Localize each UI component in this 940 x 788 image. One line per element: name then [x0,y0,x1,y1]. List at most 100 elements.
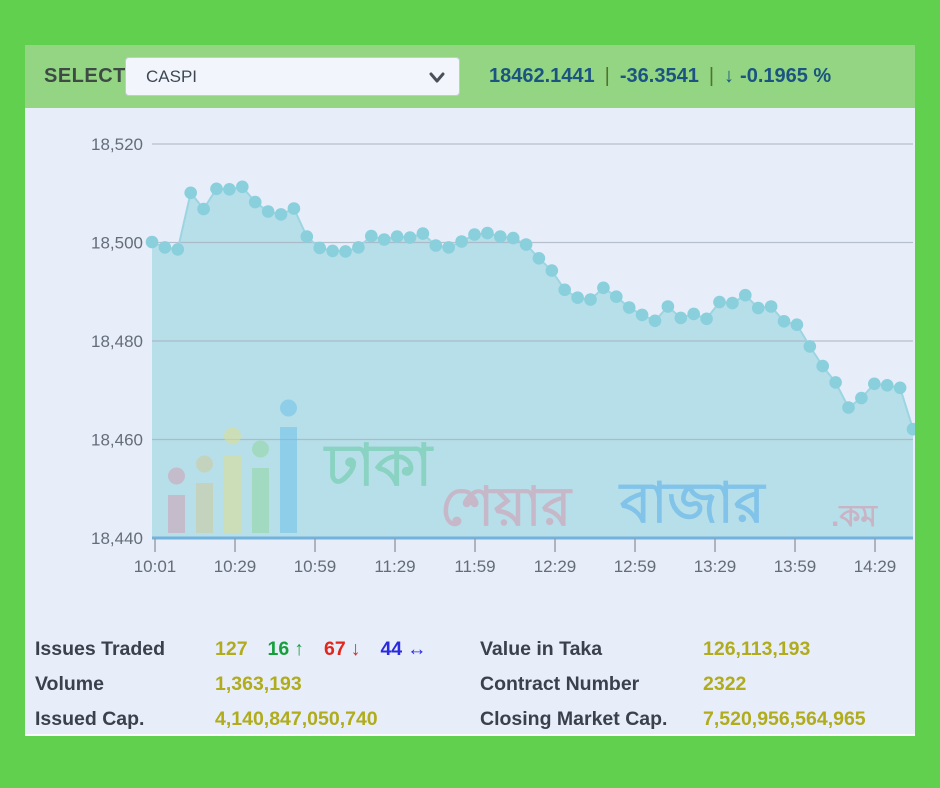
logo-dot [224,427,241,445]
stat-value: 126,113,193 [703,638,811,660]
index-select-dropdown[interactable]: CASPI [125,57,460,96]
watermark-text: শেয়ার [440,477,573,537]
stat-label: Issued Cap. [35,708,145,730]
data-point [377,233,391,246]
data-point [287,202,301,215]
stat-row-value-in-taka: Value in Taka 126,113,193 [480,632,915,667]
down-arrow-icon: ↓ [350,638,361,660]
data-point [481,226,494,240]
x-axis-label: 12:59 [614,557,657,576]
stat-row-closing-market-cap: Closing Market Cap. 7,520,956,564,965 [480,702,915,737]
data-point [313,241,327,255]
index-change-pct: -0.1965 % [740,65,832,87]
quote-separator: | [708,65,715,87]
y-axis-label: 18,480 [91,332,143,351]
stat-value: 4,140,847,050,740 [215,708,378,730]
stat-label: Closing Market Cap. [480,708,668,730]
data-point [197,202,210,216]
stat-row-issued-cap: Issued Cap. 4,140,847,050,740 [35,702,475,737]
selected-index-value: CASPI [146,66,198,86]
data-point [339,245,352,258]
data-point [545,264,559,277]
data-point [803,340,817,353]
data-point [416,227,430,240]
stat-row-volume: Volume 1,363,193 [35,667,475,702]
logo-bar [280,427,297,533]
unchanged-count: 44 ↔ [380,638,427,660]
left-right-arrow-icon: ↔ [407,638,427,660]
x-axis-label: 11:29 [374,557,415,576]
data-point [764,300,778,313]
logo-dot [168,467,185,485]
stat-label: Issues Traded [35,638,166,660]
watermark-text: .কম [831,500,878,533]
area-fill [152,186,913,539]
data-point [700,312,713,326]
x-axis-label: 14:29 [854,557,897,576]
x-axis-label: 13:29 [694,557,737,576]
stat-label: Value in Taka [480,638,603,660]
data-point [713,295,726,309]
watermark-text: বাজার [618,471,767,534]
dhaka-share-bazar-watermark: ঢাকাশেয়ার বাজার .কম [168,399,878,537]
data-point [210,182,223,196]
data-point [661,300,675,313]
x-axis-label: 11:59 [454,557,495,576]
data-point [597,281,610,295]
data-point [893,381,907,395]
widget-header: SELECT CASPI 18462.1441 | -36.3541 | ↓ -… [25,45,915,108]
watermark-text: ঢাকা [323,433,434,498]
x-axis-label: 10:01 [134,557,177,576]
index-last-value: 18462.1441 [489,65,595,87]
data-point [403,231,417,244]
index-area-chart[interactable]: 18,520 18,500 18,480 18,460 18,440 ঢাকাশেয়ার… [25,108,915,608]
stat-value: 7,520,956,564,965 [703,708,866,730]
data-point [906,422,915,436]
data-point [622,301,636,314]
stats-right-column: Value in Taka 126,113,193 Contract Numbe… [480,632,915,737]
data-point [584,293,597,306]
x-axis-label: 13:59 [774,557,817,576]
data-point [300,230,314,243]
data-point [429,239,443,252]
data-point [352,241,365,254]
stat-value: 127 [215,638,248,660]
data-point [145,235,159,249]
data-point [648,314,662,328]
data-point [494,230,507,243]
data-point [455,235,468,248]
select-label: SELECT [44,65,126,87]
data-point [248,195,262,209]
logo-dot [196,455,213,473]
data-point [739,288,752,302]
data-point [519,238,533,251]
index-quote: 18462.1441 | -36.3541 | ↓ -0.1965 % [489,45,831,108]
chevron-down-icon [428,69,446,90]
data-point [855,391,868,405]
data-point [868,377,881,391]
logo-bar [252,468,269,533]
data-point [777,315,791,328]
index-widget-panel: SELECT CASPI 18462.1441 | -36.3541 | ↓ -… [25,45,915,736]
data-point [726,296,739,310]
data-point [390,230,404,243]
stat-row-contract-number: Contract Number 2322 [480,667,915,702]
stats-left-column: Issues Traded 127 16 ↑ 67 ↓ 44 ↔ Volume … [35,632,475,737]
data-point [171,243,185,256]
data-point [261,205,275,218]
data-point [468,228,481,241]
data-point [365,229,378,243]
declines-count: 67 ↓ [324,638,361,660]
logo-bar [168,495,185,533]
stat-value: 2322 [703,673,747,695]
data-point [223,183,236,196]
stat-value: 1,363,193 [215,673,302,695]
data-point [442,241,456,254]
data-point [236,180,249,194]
data-point [571,291,584,304]
y-axis-label: 18,440 [91,529,143,548]
data-point [880,379,894,392]
data-point [687,307,700,321]
down-arrow-icon: ↓ [724,65,735,87]
data-point [158,241,172,254]
